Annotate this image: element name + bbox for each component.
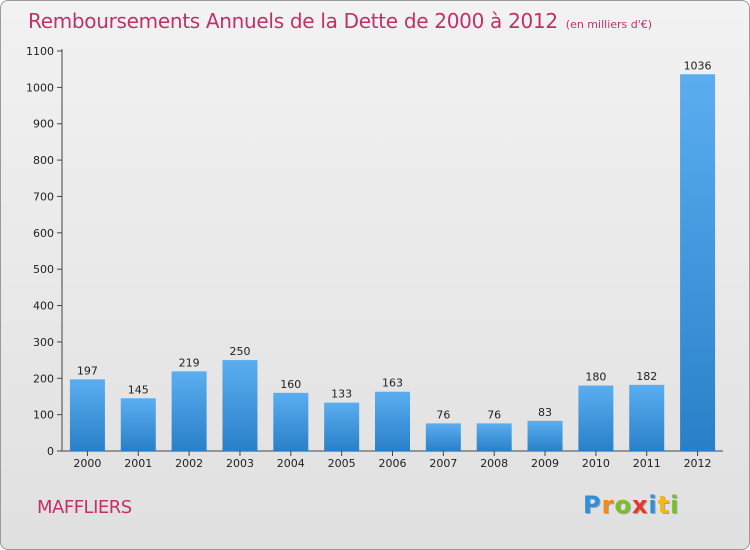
bar-2007 (425, 423, 461, 451)
x-tick-label-2012: 2012 (684, 457, 712, 470)
y-tick-label: 200 (33, 372, 54, 385)
y-tick-label: 300 (33, 336, 54, 349)
chart-title: Remboursements Annuels de la Dette de 20… (28, 9, 652, 33)
logo-letter: x (631, 491, 649, 519)
x-tick-label-2006: 2006 (379, 457, 407, 470)
chart-bars (69, 74, 716, 451)
y-tick-label: 600 (33, 227, 54, 240)
chart-value-labels: 197 145 219 250 160 133 163 76 76 83 180 182 1036 (77, 59, 712, 421)
y-tick-label: 400 (33, 300, 54, 313)
bar-2009 (527, 420, 563, 451)
logo-letter: i (670, 491, 680, 519)
value-label-2000: 197 (77, 364, 98, 377)
x-tick-label-2002: 2002 (175, 457, 203, 470)
bar-2011 (629, 384, 665, 451)
y-tick-label: 500 (33, 263, 54, 276)
proxiti-logo: Proxiti (583, 491, 679, 519)
x-tick-label-2005: 2005 (328, 457, 356, 470)
bar-2000 (69, 379, 105, 451)
value-label-2002: 219 (179, 356, 200, 369)
bar-2006 (375, 391, 410, 451)
value-label-2005: 133 (331, 388, 352, 401)
y-tick-label: 800 (33, 154, 54, 167)
y-tick-label: 900 (33, 118, 54, 131)
commune-name: MAFFLIERS (37, 497, 132, 518)
x-tick-label-2009: 2009 (531, 457, 559, 470)
chart-title-text: Remboursements Annuels de la Dette de 20… (28, 9, 558, 33)
x-tick-label-2008: 2008 (480, 457, 508, 470)
logo-letter: o (614, 491, 632, 519)
value-label-2012: 1036 (684, 59, 712, 72)
logo-letter: r (601, 491, 615, 519)
bar-2001 (120, 398, 156, 451)
logo-letter: P (583, 491, 602, 519)
bar-2010 (578, 385, 614, 451)
x-tick-label-2007: 2007 (429, 457, 457, 470)
x-tick-label-2011: 2011 (633, 457, 661, 470)
x-tick-label-2001: 2001 (124, 457, 152, 470)
x-tick-label-2010: 2010 (582, 457, 610, 470)
bar-2012 (680, 74, 716, 451)
value-label-2010: 180 (585, 371, 606, 384)
bar-2004 (273, 392, 309, 451)
value-label-2007: 76 (436, 408, 450, 421)
value-label-2008: 76 (487, 408, 501, 421)
logo-letter: i (648, 491, 658, 519)
value-label-2009: 83 (538, 406, 552, 419)
value-label-2011: 182 (636, 370, 657, 383)
logo-letter: t (657, 491, 671, 519)
chart-subtitle: (en milliers d'€) (565, 18, 653, 31)
bar-2003 (222, 360, 258, 451)
y-tick-label: 1100 (26, 45, 54, 58)
y-tick-label: 700 (33, 190, 54, 203)
value-label-2003: 250 (229, 345, 250, 358)
x-tick-label-2003: 2003 (226, 457, 254, 470)
bar-2005 (324, 402, 360, 451)
y-tick-label: 0 (47, 445, 54, 458)
bar-2002 (171, 371, 207, 451)
chart-axes: 0 100 200 300 400 500 600 700 800 900 1000 1100 2000… (26, 45, 723, 470)
x-tick-label-2000: 2000 (73, 457, 101, 470)
x-tick-label-2004: 2004 (277, 457, 305, 470)
value-label-2001: 145 (128, 383, 149, 396)
value-label-2006: 163 (382, 377, 403, 390)
y-tick-label: 100 (33, 409, 54, 422)
bar-2008 (476, 423, 512, 451)
value-label-2004: 160 (280, 378, 301, 391)
y-tick-label: 1000 (26, 81, 54, 94)
